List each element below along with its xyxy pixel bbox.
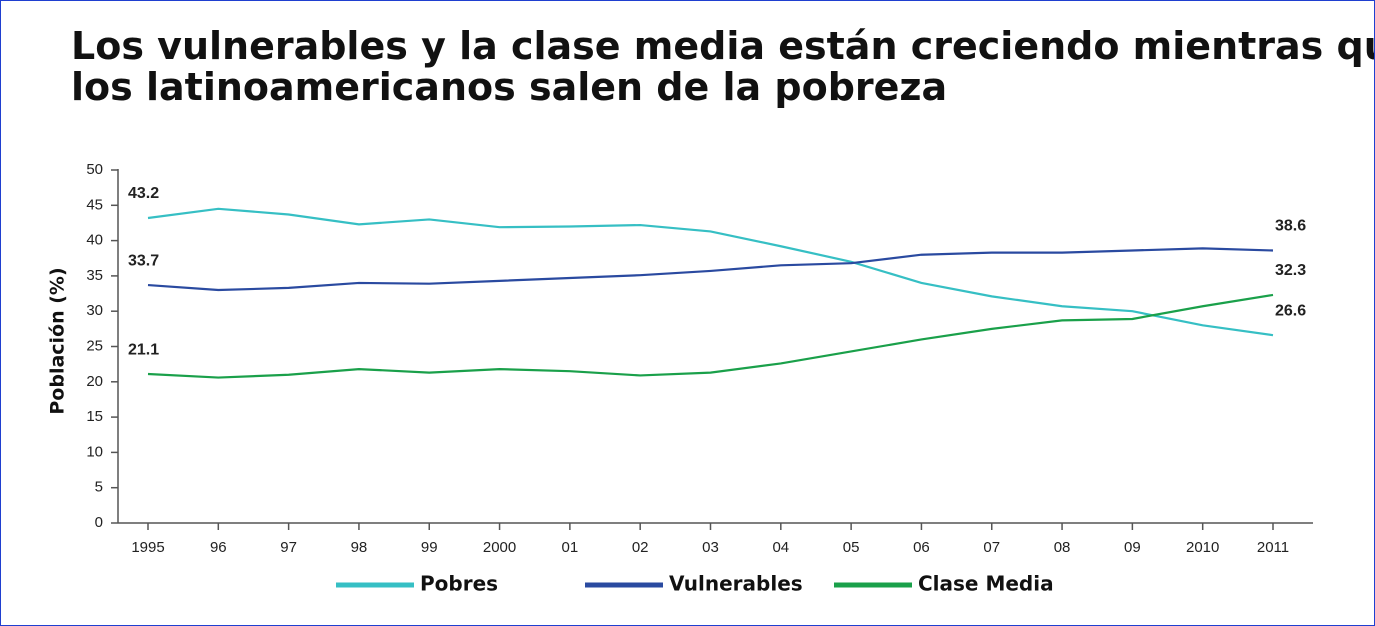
- legend-label: Pobres: [420, 572, 498, 596]
- x-tick-label: 05: [843, 539, 860, 556]
- x-tick-label: 2000: [483, 539, 516, 556]
- data-label: 38.6: [1275, 218, 1306, 235]
- x-tick-label: 98: [351, 539, 368, 556]
- y-axis-label: Población (%): [47, 267, 69, 414]
- x-tick-label: 04: [772, 539, 789, 556]
- data-label: 32.3: [1275, 262, 1306, 279]
- y-tick-label: 0: [95, 514, 103, 531]
- x-tick-label: 2011: [1257, 539, 1289, 556]
- chart-title: los latinoamericanos salen de la pobreza: [71, 65, 947, 109]
- x-tick-label: 06: [913, 539, 930, 556]
- data-label: 43.2: [128, 185, 159, 202]
- y-tick-label: 50: [86, 161, 103, 178]
- x-tick-label: 96: [210, 539, 227, 556]
- x-tick-label: 02: [632, 539, 649, 556]
- legend-label: Vulnerables: [669, 572, 803, 596]
- x-tick-label: 09: [1124, 539, 1141, 556]
- y-tick-label: 35: [86, 267, 103, 284]
- data-label: 26.6: [1275, 302, 1306, 319]
- y-tick-label: 40: [86, 232, 103, 249]
- series-line: [147, 247, 1274, 292]
- series-line: [147, 293, 1274, 379]
- series-line: [147, 207, 1274, 337]
- x-tick-label: 07: [983, 539, 1000, 556]
- y-tick-label: 45: [86, 196, 103, 213]
- chart-title: Los vulnerables y la clase media están c…: [71, 24, 1374, 68]
- x-tick-label: 97: [280, 539, 297, 556]
- y-tick-label: 5: [95, 479, 103, 496]
- x-tick-label: 2010: [1186, 539, 1219, 556]
- y-tick-label: 30: [86, 302, 103, 319]
- data-label: 33.7: [128, 252, 159, 269]
- y-tick-label: 15: [86, 408, 103, 425]
- x-tick-label: 1995: [131, 539, 164, 556]
- x-tick-label: 01: [562, 539, 579, 556]
- x-tick-label: 08: [1054, 539, 1071, 556]
- x-tick-label: 03: [702, 539, 719, 556]
- legend-label: Clase Media: [918, 572, 1054, 596]
- y-tick-label: 25: [86, 337, 103, 354]
- y-tick-label: 10: [86, 443, 103, 460]
- x-tick-label: 99: [421, 539, 438, 556]
- data-label: 21.1: [128, 341, 159, 358]
- y-tick-label: 20: [86, 373, 103, 390]
